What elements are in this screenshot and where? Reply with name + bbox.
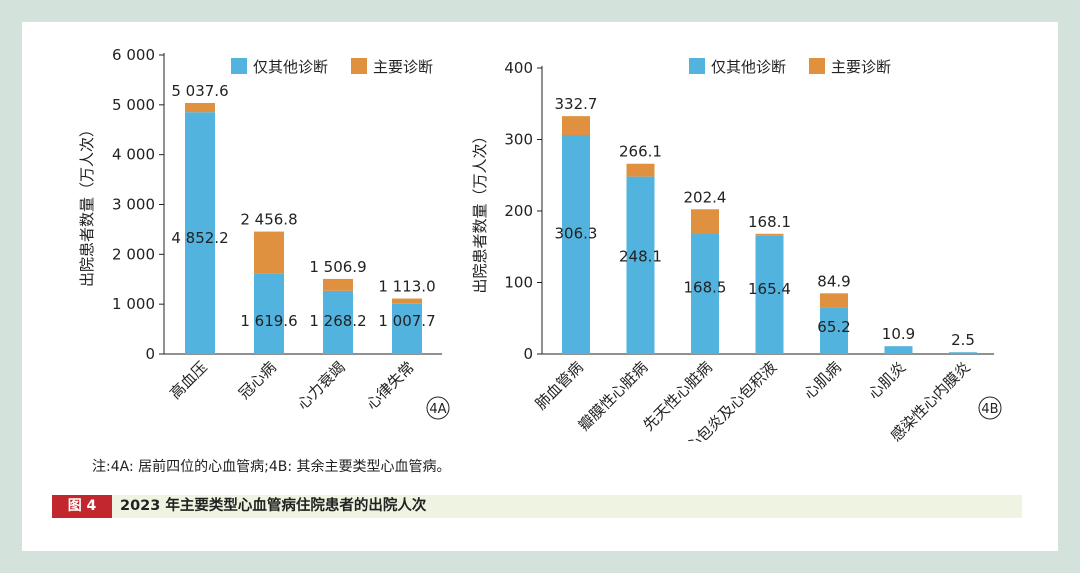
bar-main-diagnosis [691,209,719,234]
bar-other-diagnosis [691,233,719,354]
bar-main-diagnosis [626,163,655,177]
legend-swatch-other [689,58,705,74]
bar-other-value-label: 4 852.2 [171,229,228,247]
y-tick-label: 5 000 [112,96,155,114]
bar-total-label: 2 456.8 [240,211,297,229]
y-axis-label: 出院患者数量（万人次） [78,122,96,287]
figure-frame: 0 1 000 2 000 3 000 4 000 5 000 6 000 出院患者数量（万人… [22,22,1058,551]
charts-svg: 0 1 000 2 000 3 000 4 000 5 000 6 000 出院患者数量（万人… [78,46,1002,442]
figure-title: 2023 年主要类型心血管病住院患者的出院人次 [120,498,427,514]
bar-other-value-label: 65.2 [817,318,850,336]
x-category-label: 高血压 [166,358,211,403]
x-category-label: 冠心病 [235,358,280,403]
bar-total-label: 2.5 [951,331,975,349]
bar-total-label: 266.1 [619,143,662,161]
figure-tag: 图 4 [52,495,112,518]
y-tick-label: 100 [504,274,533,292]
bar-total-label: 84.9 [817,272,850,290]
bar-main-diagnosis [254,231,284,274]
y-tick-label: 0 [145,345,155,363]
panel-tag-circle [978,396,1002,420]
caption-bar: 图 4 2023 年主要类型心血管病住院患者的出院人次 [52,495,1022,518]
bar-total-label: 5 037.6 [171,82,228,100]
bar-total-label: 202.4 [684,188,727,206]
bar-other-diagnosis [949,352,977,354]
bar-other-value-label: 168.5 [684,279,727,297]
legend-label-main: 主要诊断 [831,58,891,76]
bar-other-diagnosis [820,307,848,354]
x-category-label: 肺血管病 [532,358,587,413]
y-tick-label: 2 000 [112,245,155,263]
x-category-label: 心律失常 [363,358,418,413]
bar-main-diagnosis [392,298,422,304]
bar-total-label: 168.1 [748,213,791,231]
figure-note: 注:4A: 居前四位的心血管病;4B: 其余主要类型心血管病。 [92,459,451,475]
legend-swatch-main [351,58,367,74]
x-category-label: 心力衰竭 [294,358,349,413]
y-tick-label: 3 000 [112,196,155,214]
bar-other-diagnosis [323,290,353,354]
bar-total-label: 1 506.9 [309,258,366,276]
bar-other-value-label: 248.1 [619,247,662,265]
bar-other-diagnosis [562,134,590,354]
bar-other-value-label: 306.3 [555,225,598,243]
bar-main-diagnosis [820,293,848,308]
bar-main-diagnosis [562,116,590,135]
bar-total-label: 10.9 [882,325,915,343]
x-category-label: 心肌炎 [865,358,910,403]
bar-other-value-label: 165.4 [748,280,791,298]
x-category-label: 心肌病 [800,358,845,403]
bar-other-diagnosis [254,273,284,354]
bar-other-value-label: 1 007.7 [378,312,435,330]
y-tick-label: 0 [523,345,533,363]
bar-main-diagnosis [323,278,353,291]
y-tick-label: 6 000 [112,46,155,64]
y-axis-label: 出院患者数量（万人次） [471,128,489,293]
bar-total-label: 1 113.0 [378,278,435,296]
bar-other-diagnosis [626,176,655,354]
legend-label-main: 主要诊断 [373,58,433,76]
bar-other-value-label: 1 268.2 [309,312,366,330]
bar-main-diagnosis [185,102,215,113]
y-tick-label: 400 [504,59,533,77]
bar-other-diagnosis [884,346,913,354]
panel-tag-label: 4A [429,402,446,417]
bar-other-diagnosis [755,235,784,354]
bar-other-value-label: 1 619.6 [240,312,297,330]
panel-tag-label: 4B [981,402,998,417]
bar-total-label: 332.7 [555,95,598,113]
bar-other-diagnosis [185,112,215,354]
y-tick-label: 300 [504,131,533,149]
legend-swatch-main [809,58,825,74]
y-tick-label: 1 000 [112,295,155,313]
y-tick-label: 200 [504,202,533,220]
legend-label-other: 仅其他诊断 [711,58,786,76]
bar-main-diagnosis [755,233,784,236]
y-tick-label: 4 000 [112,146,155,164]
bar-other-diagnosis [392,303,422,354]
legend-label-other: 仅其他诊断 [253,58,328,76]
legend-swatch-other [231,58,247,74]
panel-tag-circle [426,396,450,420]
